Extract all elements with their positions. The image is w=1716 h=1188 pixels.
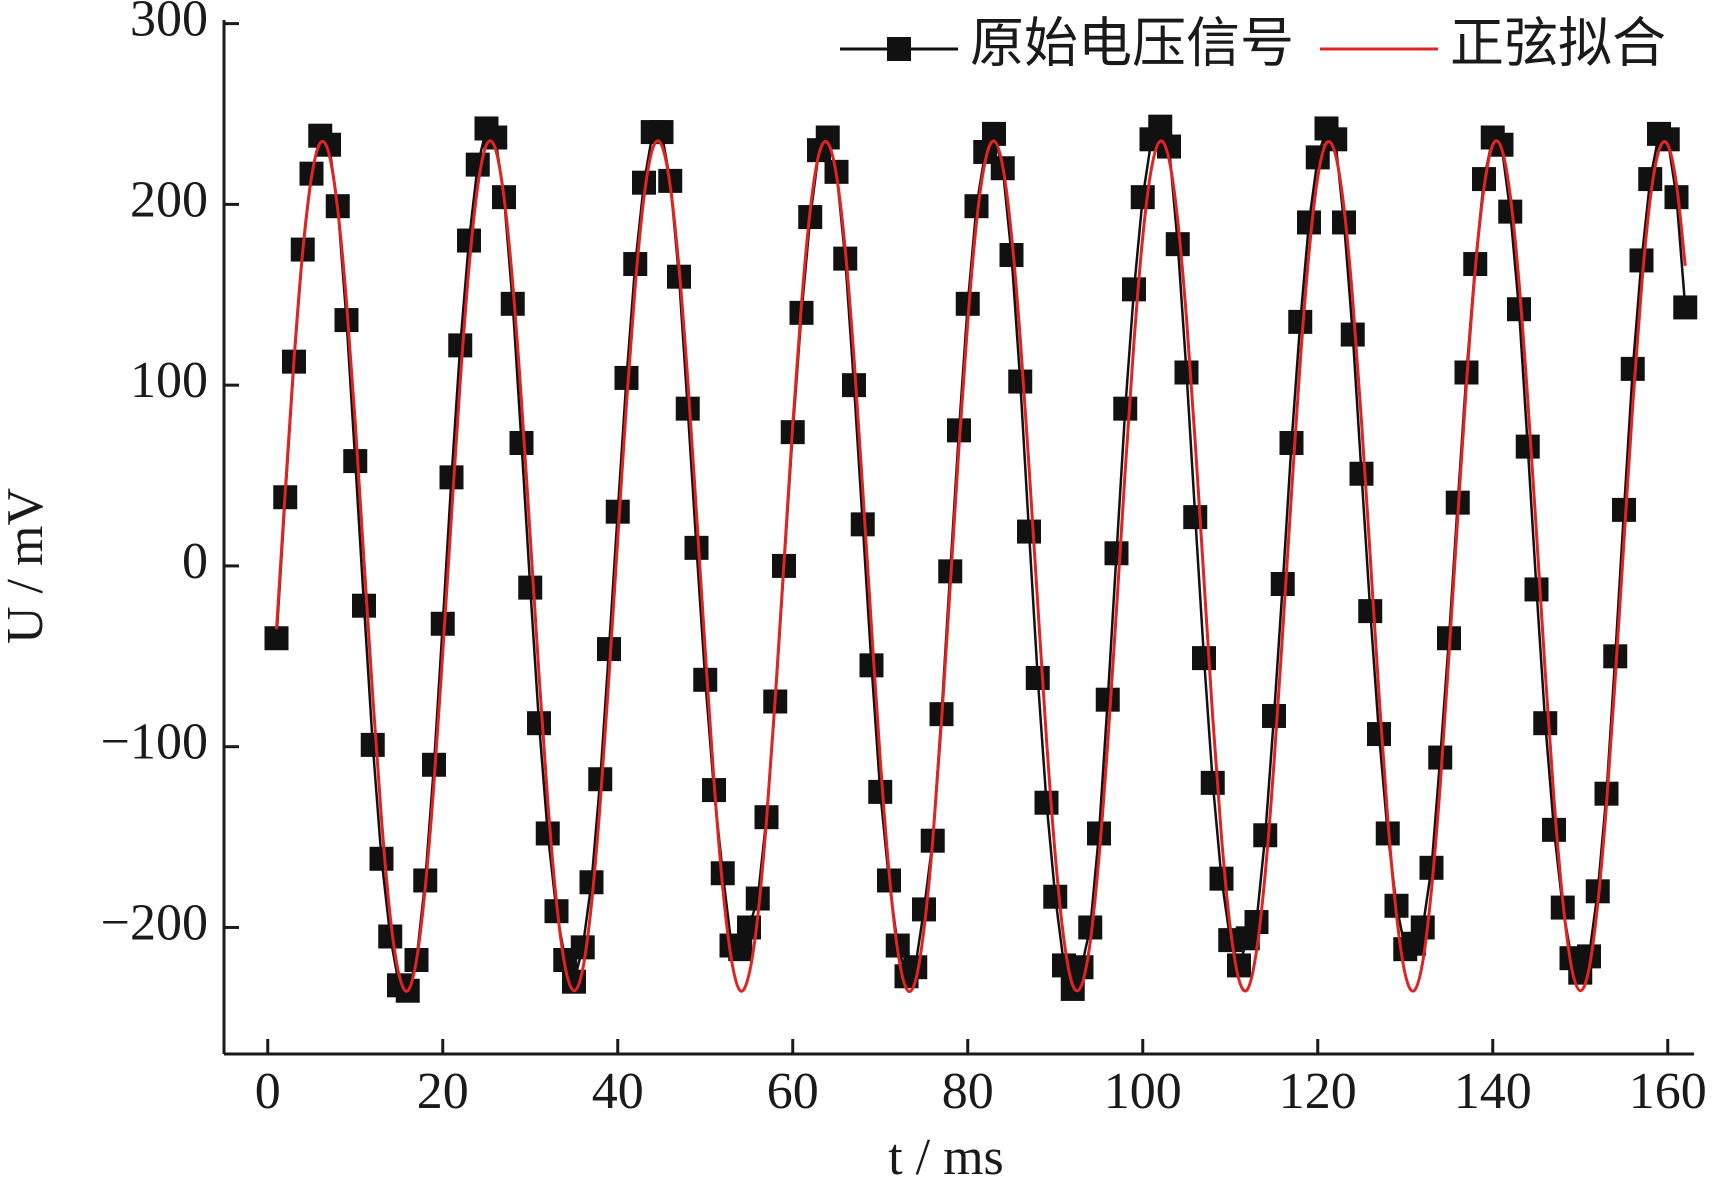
- data-point: [1349, 461, 1374, 486]
- data-point: [1244, 910, 1269, 935]
- data-point: [1104, 541, 1129, 566]
- x-tick-label: 20: [417, 1063, 469, 1120]
- data-point: [527, 711, 551, 736]
- data-point: [623, 252, 648, 277]
- data-point: [1209, 866, 1234, 891]
- data-point: [1358, 599, 1383, 624]
- data-point: [1165, 232, 1190, 257]
- data-point: [352, 593, 376, 618]
- legend-label: 原始电压信号: [970, 13, 1294, 73]
- x-tick-label: 100: [1104, 1063, 1182, 1120]
- x-tick-label: 140: [1454, 1063, 1532, 1120]
- data-point: [1192, 646, 1216, 671]
- legend-label: 正弦拟合: [1450, 13, 1666, 73]
- x-tick-label: 120: [1279, 1063, 1357, 1120]
- data-point: [1288, 309, 1313, 334]
- data-point: [1367, 722, 1391, 747]
- data-point: [868, 779, 893, 804]
- data-point: [1629, 248, 1654, 273]
- x-tick-label: 0: [255, 1063, 281, 1120]
- data-point: [1340, 322, 1365, 347]
- data-point: [1095, 687, 1120, 712]
- x-axis-label: t / ms: [888, 1129, 1004, 1186]
- data-point: [1227, 953, 1251, 978]
- data-point: [850, 512, 875, 537]
- data-point: [457, 228, 481, 253]
- y-tick-label: 200: [130, 171, 208, 228]
- data-point: [1122, 277, 1146, 302]
- data-point: [1034, 790, 1059, 815]
- data-point: [1174, 360, 1199, 385]
- data-point: [1673, 295, 1698, 320]
- data-point: [1043, 884, 1068, 909]
- data-point: [1507, 297, 1531, 322]
- y-axis-label: U / mV: [0, 488, 54, 644]
- y-tick-label: 300: [130, 0, 208, 48]
- data-point: [1524, 577, 1549, 602]
- data-point: [1270, 572, 1295, 596]
- data-point: [1113, 396, 1138, 421]
- data-point: [360, 732, 385, 757]
- data-point: [815, 125, 840, 150]
- data-point: [518, 575, 543, 600]
- y-tick-label: −200: [101, 894, 208, 951]
- data-point: [1025, 666, 1050, 690]
- x-tick-label: 40: [592, 1063, 644, 1120]
- data-point: [1017, 519, 1041, 544]
- series-line: [275, 139, 1687, 993]
- data-point: [343, 449, 368, 474]
- y-tick-label: 0: [182, 533, 208, 590]
- data-point: [1130, 185, 1155, 210]
- data-point: [1620, 356, 1645, 381]
- x-tick-label: 160: [1629, 1063, 1707, 1120]
- data-point: [1410, 915, 1435, 940]
- data-point: [465, 152, 490, 177]
- x-tick-label: 80: [942, 1063, 994, 1120]
- data-point: [1533, 711, 1558, 736]
- legend-marker: [887, 37, 911, 61]
- data-point: [1148, 114, 1173, 139]
- data-point: [1200, 770, 1225, 795]
- data-point: [684, 535, 709, 560]
- data-point: [1183, 505, 1208, 530]
- data-point: [264, 626, 289, 651]
- data-point: [859, 653, 884, 678]
- data-point: [903, 955, 928, 980]
- data-point: [535, 821, 560, 846]
- data-point: [1638, 167, 1663, 192]
- y-tick-label: −100: [101, 714, 208, 771]
- data-point: [1008, 369, 1033, 394]
- data-point: [1262, 703, 1286, 728]
- data-point: [570, 935, 595, 960]
- x-tick-label: 60: [767, 1063, 819, 1120]
- data-point: [1253, 823, 1278, 848]
- data-point: [1069, 955, 1094, 980]
- data-point: [439, 465, 464, 490]
- y-tick-label: 100: [130, 352, 208, 409]
- data-point: [509, 431, 534, 455]
- data-point: [1542, 817, 1566, 842]
- data-point: [1515, 434, 1540, 459]
- data-point: [1279, 431, 1304, 455]
- data-point: [649, 120, 674, 145]
- data-point: [1323, 127, 1348, 152]
- data-point: [448, 333, 473, 358]
- data-point: [1297, 210, 1321, 235]
- data-point: [369, 846, 394, 871]
